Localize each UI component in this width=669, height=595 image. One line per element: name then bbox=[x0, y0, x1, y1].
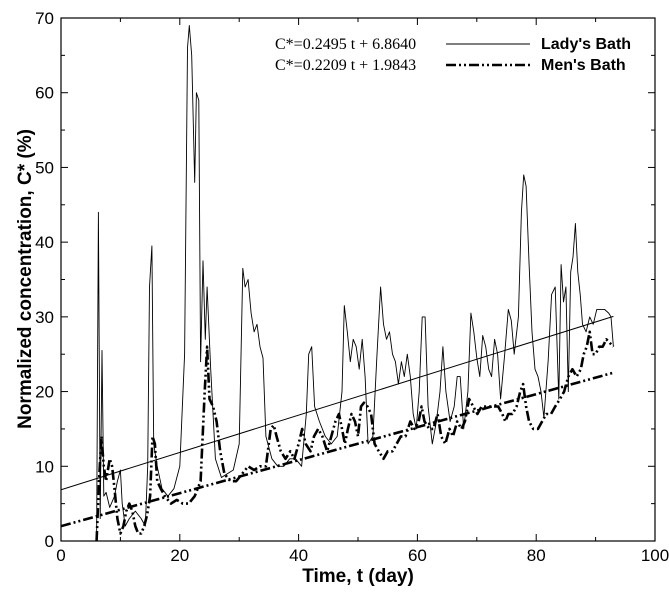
x-tick-label: 80 bbox=[527, 546, 546, 565]
y-tick-label: 0 bbox=[45, 532, 54, 551]
legend-equation-lady: C*=0.2495 t + 6.8640 bbox=[275, 36, 416, 53]
x-tick-label: 20 bbox=[170, 546, 189, 565]
x-tick-label: 0 bbox=[56, 546, 65, 565]
y-axis-title: Normalized concentration, C* (%) bbox=[15, 129, 36, 429]
trendline-men bbox=[61, 371, 614, 528]
series-line-lady bbox=[96, 25, 614, 541]
series-lines bbox=[95, 25, 615, 541]
y-tick-label: 20 bbox=[35, 383, 54, 402]
y-tick-label: 40 bbox=[35, 233, 54, 252]
y-tick-label: 70 bbox=[35, 9, 54, 28]
legend-equation-men: C*=0.2209 t + 1.9843 bbox=[275, 57, 416, 74]
x-tick-label: 60 bbox=[408, 546, 427, 565]
y-tick-label: 60 bbox=[35, 84, 54, 103]
series-line-men bbox=[95, 330, 615, 541]
legend-label-lady: Lady's Bath bbox=[541, 36, 631, 53]
x-tick-label: 100 bbox=[641, 546, 669, 565]
y-axis-ticks: 0 10 20 30 40 50 60 70 bbox=[35, 9, 655, 551]
legend: C*=0.2495 t + 6.8640 Lady's Bath C*=0.22… bbox=[275, 36, 631, 74]
x-tick-label: 40 bbox=[289, 546, 308, 565]
trendlines bbox=[61, 315, 614, 528]
y-tick-label: 30 bbox=[35, 308, 54, 327]
legend-label-men: Men's Bath bbox=[541, 57, 626, 74]
y-tick-label: 50 bbox=[35, 158, 54, 177]
x-axis-title: Time, t (day) bbox=[302, 566, 414, 587]
x-axis-ticks: 0 20 40 60 80 100 bbox=[56, 18, 669, 565]
y-tick-label: 10 bbox=[35, 457, 54, 476]
trendline-lady bbox=[61, 315, 614, 491]
